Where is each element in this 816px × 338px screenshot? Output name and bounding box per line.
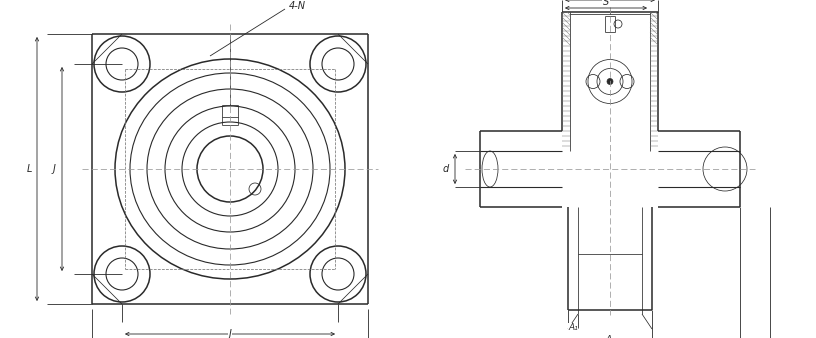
Text: A₂: A₂ [605,336,615,338]
Ellipse shape [607,78,613,84]
Text: J: J [52,164,55,174]
Text: S: S [603,0,609,7]
Text: L: L [26,164,32,174]
Text: A₁: A₁ [568,323,578,333]
Text: 4-N: 4-N [289,1,306,11]
Text: J: J [228,329,232,338]
Text: d: d [443,164,449,174]
